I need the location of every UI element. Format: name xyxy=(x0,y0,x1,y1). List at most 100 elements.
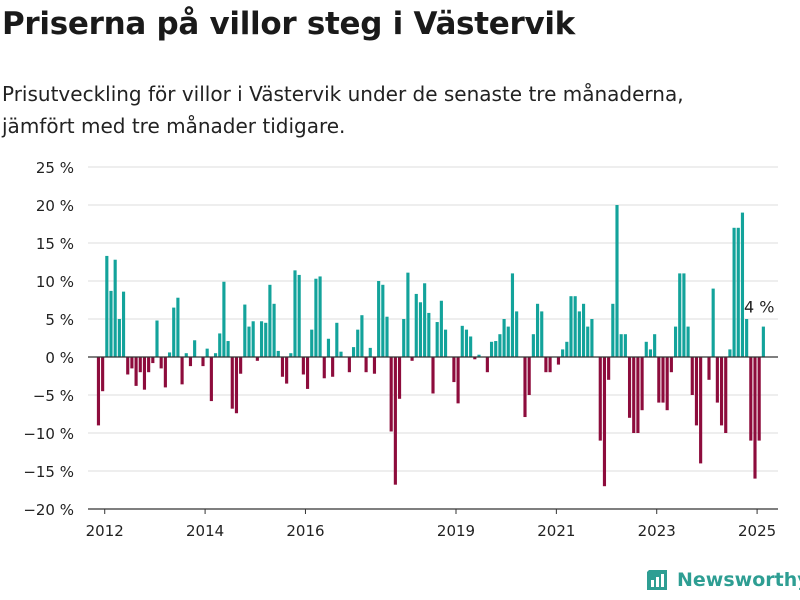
bar xyxy=(531,334,535,357)
bar xyxy=(665,357,669,411)
bar xyxy=(205,348,209,357)
bar xyxy=(443,329,448,357)
bar xyxy=(661,357,665,403)
bar xyxy=(565,341,569,357)
bar xyxy=(736,227,740,357)
bar xyxy=(305,357,310,389)
bar xyxy=(761,326,765,357)
bar xyxy=(753,357,757,479)
bar xyxy=(598,357,602,441)
y-tick-label: 25 % xyxy=(36,159,74,177)
bar xyxy=(498,334,502,357)
bar xyxy=(573,296,577,357)
bar xyxy=(184,353,188,357)
bar xyxy=(159,357,163,369)
bar xyxy=(96,357,101,426)
bar xyxy=(326,338,331,357)
bar xyxy=(619,334,623,357)
bar xyxy=(163,357,167,388)
bar xyxy=(347,357,351,373)
bar xyxy=(201,357,205,367)
bar xyxy=(377,281,381,357)
bar xyxy=(577,311,581,357)
y-tick-label: −5 % xyxy=(33,387,74,405)
bar xyxy=(439,300,443,357)
bar xyxy=(243,304,247,357)
bar xyxy=(364,357,368,373)
bar xyxy=(259,321,264,357)
bar xyxy=(188,357,193,367)
bar xyxy=(351,347,356,357)
bar xyxy=(239,357,243,374)
y-axis-labels: −20 % −15 % −10 % −5 % 0 % 5 % 10 % 15 % 20 % 25 … xyxy=(23,159,74,519)
bar xyxy=(297,274,301,357)
bar xyxy=(155,320,159,357)
bar xyxy=(418,302,423,357)
bar xyxy=(749,357,753,441)
bar xyxy=(151,357,155,364)
bar xyxy=(732,227,736,357)
bar xyxy=(627,357,632,418)
bar xyxy=(280,357,285,377)
bar xyxy=(209,357,213,402)
bar xyxy=(586,326,590,357)
y-tick-label: 10 % xyxy=(36,273,74,291)
bar xyxy=(515,311,519,357)
bar xyxy=(523,357,527,418)
bar xyxy=(360,315,364,357)
bar xyxy=(264,322,268,357)
bar xyxy=(138,357,142,373)
bar xyxy=(247,326,251,357)
chart-subtitle: Prisutveckling för villor i Västervik un… xyxy=(2,82,684,138)
bar xyxy=(285,357,289,384)
bar xyxy=(740,212,745,357)
bar xyxy=(289,353,293,357)
bar xyxy=(147,357,151,373)
bar xyxy=(331,357,335,377)
bar xyxy=(193,340,197,357)
bar xyxy=(640,357,644,411)
bar xyxy=(310,329,314,357)
bar xyxy=(226,341,230,357)
bar xyxy=(460,325,464,357)
bar xyxy=(113,259,117,357)
bar xyxy=(393,357,397,485)
bar xyxy=(707,357,711,380)
bar xyxy=(607,357,611,380)
bar-chart-logo-icon xyxy=(646,569,668,591)
bar xyxy=(230,357,234,409)
bar xyxy=(548,357,552,373)
bar xyxy=(167,352,172,357)
bar xyxy=(544,357,548,373)
last-value-annotation: 4 % xyxy=(744,298,774,317)
bar xyxy=(502,319,506,357)
bar xyxy=(339,351,343,357)
bar xyxy=(251,321,255,357)
bar xyxy=(694,357,699,426)
y-tick-label: −20 % xyxy=(23,501,74,519)
bar xyxy=(556,357,561,365)
bar xyxy=(105,255,109,357)
bar xyxy=(535,303,540,357)
bar xyxy=(130,357,134,369)
bar xyxy=(452,357,456,383)
bar xyxy=(724,357,728,433)
bar xyxy=(335,322,339,357)
bar xyxy=(318,276,322,357)
bar xyxy=(682,273,686,357)
bar xyxy=(602,357,607,487)
bar xyxy=(590,319,594,357)
bar xyxy=(728,349,732,357)
x-tick-label: 2019 xyxy=(437,522,475,540)
bar xyxy=(489,341,494,357)
bar xyxy=(218,333,222,357)
bar xyxy=(314,278,318,357)
bar xyxy=(464,329,469,357)
bar xyxy=(506,326,510,357)
bar xyxy=(109,290,113,357)
chart-bars xyxy=(96,205,765,487)
bar xyxy=(134,357,138,386)
bar xyxy=(385,316,389,357)
bar xyxy=(485,357,489,373)
y-tick-label: 20 % xyxy=(36,197,74,215)
